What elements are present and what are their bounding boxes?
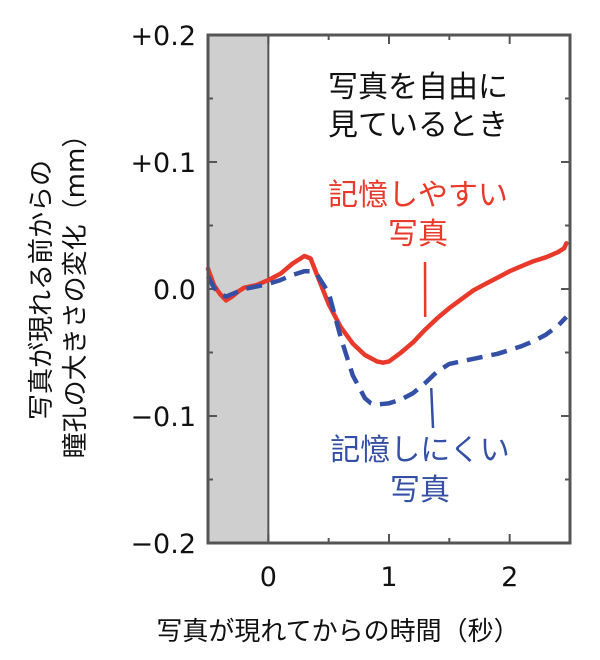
plot-frame <box>206 33 572 545</box>
easy-to-remember-line <box>205 241 569 365</box>
y-tick-label: −0.1 <box>130 402 196 433</box>
y-tick-label: 0.0 <box>153 275 196 306</box>
y-axis-title-line1: 写真が現れる前からの <box>27 160 57 420</box>
condition-label-line1: 写真を自由に <box>328 70 508 105</box>
red-series-label-line1: 記憶しやすい <box>328 178 508 213</box>
x-axis-title: 写真が現れてからの時間（秒） <box>156 617 519 647</box>
blue-series-label-line1: 記憶しにくい <box>330 433 509 468</box>
blue-series-label-line2: 写真 <box>390 473 450 508</box>
hard-to-remember-line <box>206 268 569 407</box>
x-tick-label: 1 <box>380 562 397 593</box>
y-axis-title-line2: 瞳孔の大きさの変化（mm） <box>61 122 91 459</box>
x-tick-label: 0 <box>260 562 277 593</box>
y-tick-label: −0.2 <box>130 529 196 560</box>
y-axis-title: 写真が現れる前からの 瞳孔の大きさの変化（mm） <box>27 122 91 459</box>
red-series-label-line2: 写真 <box>388 217 448 252</box>
blue-label-pointer <box>429 388 435 429</box>
y-tick-label: +0.2 <box>130 21 196 52</box>
condition-label-line2: 見ているとき <box>328 108 508 143</box>
y-tick-label: +0.1 <box>130 148 196 179</box>
x-tick-label: 2 <box>501 562 518 593</box>
tick-labels: +0.2 +0.1 0.0 −0.1 −0.2 0 1 2 <box>130 21 518 593</box>
series-lines <box>205 241 569 407</box>
